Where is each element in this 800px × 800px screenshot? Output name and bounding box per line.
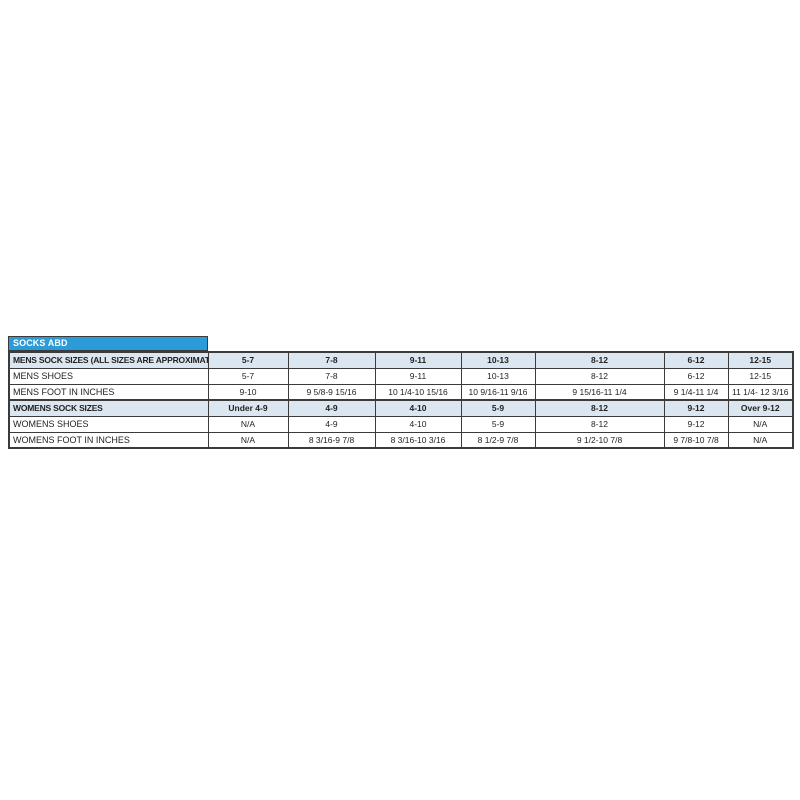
size-cell: 5-9: [460, 399, 536, 417]
size-cell: 4-10: [374, 399, 462, 417]
row-label: MENS SHOES: [8, 367, 209, 385]
row-label: WOMENS FOOT IN INCHES: [8, 431, 209, 449]
sock-size-table: MENS SOCK SIZES (ALL SIZES ARE APPROXIMA…: [8, 351, 794, 449]
size-cell: 9 7/8-10 7/8: [663, 431, 729, 449]
row-label: WOMENS SHOES: [8, 415, 209, 433]
size-cell: 10 9/16-11 9/16: [460, 383, 536, 401]
size-cell: 8 3/16-9 7/8: [287, 431, 376, 449]
size-cell: 4-9: [287, 399, 376, 417]
size-cell: N/A: [727, 415, 794, 433]
size-cell: N/A: [727, 431, 794, 449]
size-cell: 4-9: [287, 415, 376, 433]
row-label: WOMENS SOCK SIZES: [8, 399, 209, 417]
size-cell: 8-12: [534, 367, 665, 385]
size-cell: 9-11: [374, 351, 462, 369]
size-cell: N/A: [207, 431, 289, 449]
size-cell: 8-12: [534, 399, 665, 417]
size-cell: 11 1/4- 12 3/16: [727, 383, 794, 401]
size-cell: 9-10: [207, 383, 289, 401]
size-cell: 9 1/4-11 1/4: [663, 383, 729, 401]
size-cell: 8-12: [534, 415, 665, 433]
size-cell: 6-12: [663, 367, 729, 385]
table-row-mens-sock-sizes: MENS SOCK SIZES (ALL SIZES ARE APPROXIMA…: [8, 351, 794, 369]
sock-size-sheet: SOCKS ABD MENS SOCK SIZES (ALL SIZES ARE…: [8, 336, 794, 449]
size-cell: 12-15: [727, 367, 794, 385]
size-cell: 8 3/16-10 3/16: [374, 431, 462, 449]
size-cell: 12-15: [727, 351, 794, 369]
size-cell: 9 1/2-10 7/8: [534, 431, 665, 449]
table-row-womens-shoes: WOMENS SHOES N/A 4-9 4-10 5-9 8-12 9-12 …: [8, 415, 794, 433]
size-cell: 7-8: [287, 367, 376, 385]
size-cell: 8-12: [534, 351, 665, 369]
size-cell: 9 15/16-11 1/4: [534, 383, 665, 401]
size-cell: Over 9-12: [727, 399, 794, 417]
table-row-mens-foot-in-inches: MENS FOOT IN INCHES 9-10 9 5/8-9 15/16 1…: [8, 383, 794, 401]
row-label: MENS FOOT IN INCHES: [8, 383, 209, 401]
row-label: MENS SOCK SIZES (ALL SIZES ARE APPROXIMA…: [8, 351, 209, 369]
table-row-womens-sock-sizes: WOMENS SOCK SIZES Under 4-9 4-9 4-10 5-9…: [8, 399, 794, 417]
size-cell: 10-13: [460, 367, 536, 385]
table-title: SOCKS ABD: [8, 336, 208, 351]
size-cell: 10 1/4-10 15/16: [374, 383, 462, 401]
table-row-womens-foot-in-inches: WOMENS FOOT IN INCHES N/A 8 3/16-9 7/8 8…: [8, 431, 794, 449]
table-row-mens-shoes: MENS SHOES 5-7 7-8 9-11 10-13 8-12 6-12 …: [8, 367, 794, 385]
size-cell: 9-11: [374, 367, 462, 385]
size-cell: 7-8: [287, 351, 376, 369]
size-cell: 9 5/8-9 15/16: [287, 383, 376, 401]
size-cell: 10-13: [460, 351, 536, 369]
size-cell: 8 1/2-9 7/8: [460, 431, 536, 449]
size-cell: Under 4-9: [207, 399, 289, 417]
size-cell: N/A: [207, 415, 289, 433]
size-cell: 9-12: [663, 399, 729, 417]
size-cell: 4-10: [374, 415, 462, 433]
size-cell: 6-12: [663, 351, 729, 369]
size-cell: 5-7: [207, 367, 289, 385]
size-cell: 9-12: [663, 415, 729, 433]
size-cell: 5-9: [460, 415, 536, 433]
size-cell: 5-7: [207, 351, 289, 369]
